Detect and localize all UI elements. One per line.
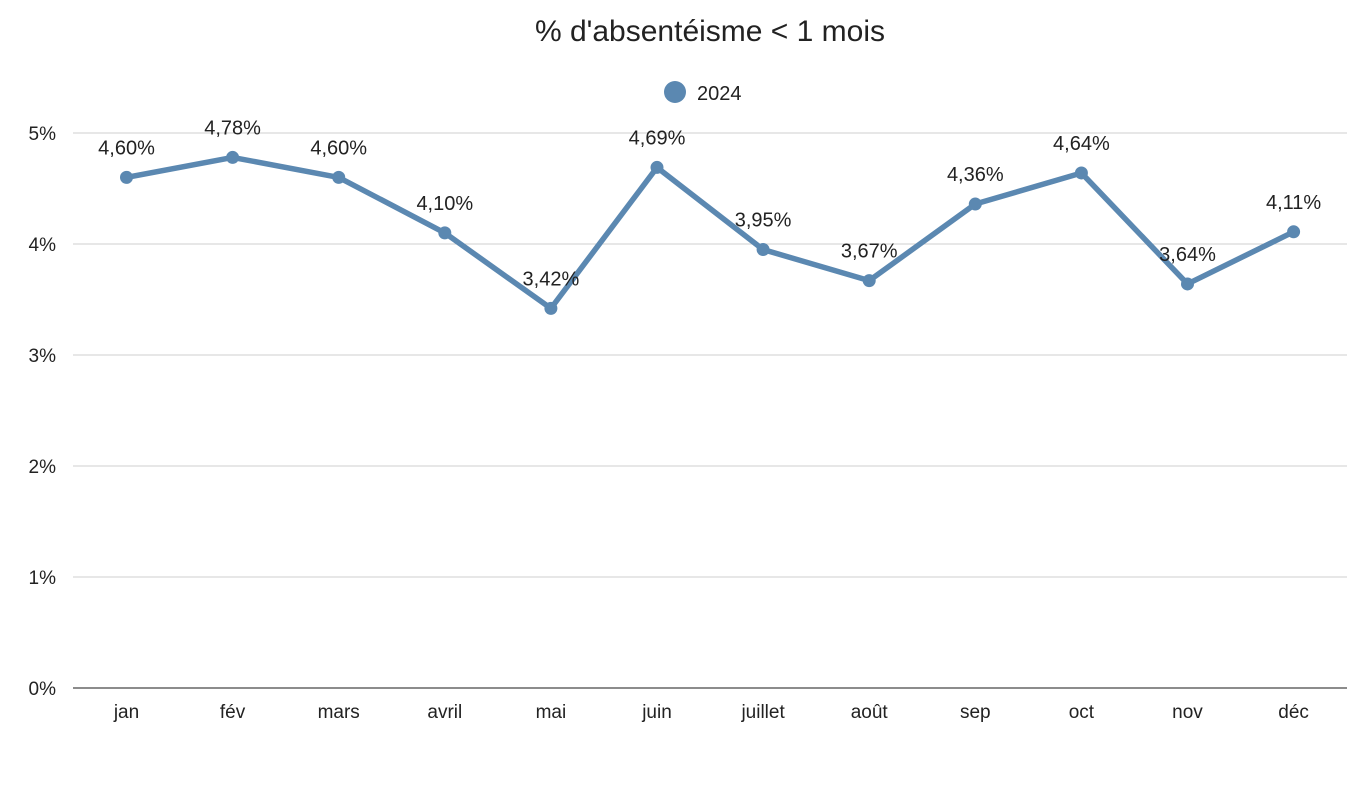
x-tick-label: juillet (740, 702, 785, 723)
data-point (1074, 166, 1088, 180)
x-tick-label: avril (427, 702, 462, 723)
data-label: 3,64% (1159, 244, 1216, 266)
data-labels: 4,60% 4,78% 4,60% 4,10% 3,42% 4,69% 3,95% 3,67%… (98, 117, 1321, 290)
y-tick-label: 4% (29, 235, 57, 256)
data-point (968, 197, 982, 211)
data-point (1287, 225, 1301, 239)
data-label: 4,64% (1053, 133, 1110, 155)
legend-marker-2024 (664, 81, 686, 103)
data-label: 4,60% (98, 137, 155, 159)
data-label: 4,69% (629, 127, 686, 149)
data-point (1181, 277, 1194, 291)
data-label: 4,36% (947, 164, 1004, 186)
data-label: 4,10% (416, 193, 473, 215)
gridlines (73, 132, 1347, 578)
data-point (756, 243, 770, 257)
chart-title: % d'absentéisme < 1 mois (535, 15, 885, 48)
y-axis-ticks: 0% 1% 2% 3% 4% 5% (29, 124, 57, 700)
y-tick-label: 5% (29, 124, 57, 145)
data-point (332, 170, 346, 184)
x-tick-label: jan (113, 702, 139, 723)
data-point (438, 226, 452, 240)
x-tick-label: juin (641, 702, 672, 723)
y-tick-label: 0% (29, 679, 57, 700)
x-tick-label: mars (318, 702, 360, 723)
series-2024 (120, 150, 1301, 315)
data-label: 4,60% (310, 137, 367, 159)
x-tick-label: déc (1278, 702, 1309, 723)
data-label: 4,11% (1266, 192, 1321, 214)
data-point (862, 274, 876, 288)
x-tick-label: sep (960, 702, 991, 723)
x-tick-label: mai (536, 702, 567, 723)
legend: 2024 (664, 81, 742, 105)
series-line-2024 (123, 154, 1297, 312)
data-point (226, 150, 240, 164)
y-tick-label: 1% (29, 568, 57, 589)
x-tick-label: août (851, 702, 889, 723)
data-label: 4,78% (204, 117, 261, 139)
data-point (544, 301, 558, 315)
data-point (120, 170, 133, 184)
data-point (650, 160, 664, 174)
y-tick-label: 2% (29, 457, 57, 478)
legend-label-2024: 2024 (697, 83, 742, 105)
y-tick-label: 3% (29, 346, 57, 367)
x-tick-label: nov (1172, 702, 1203, 723)
data-label: 3,42% (523, 268, 580, 290)
x-tick-label: oct (1069, 702, 1095, 723)
x-axis-ticks: jan fév mars avril mai juin juillet août sep oct n… (113, 702, 1309, 723)
data-label: 3,95% (735, 210, 792, 232)
x-tick-label: fév (220, 702, 246, 723)
data-label: 3,67% (841, 241, 898, 263)
